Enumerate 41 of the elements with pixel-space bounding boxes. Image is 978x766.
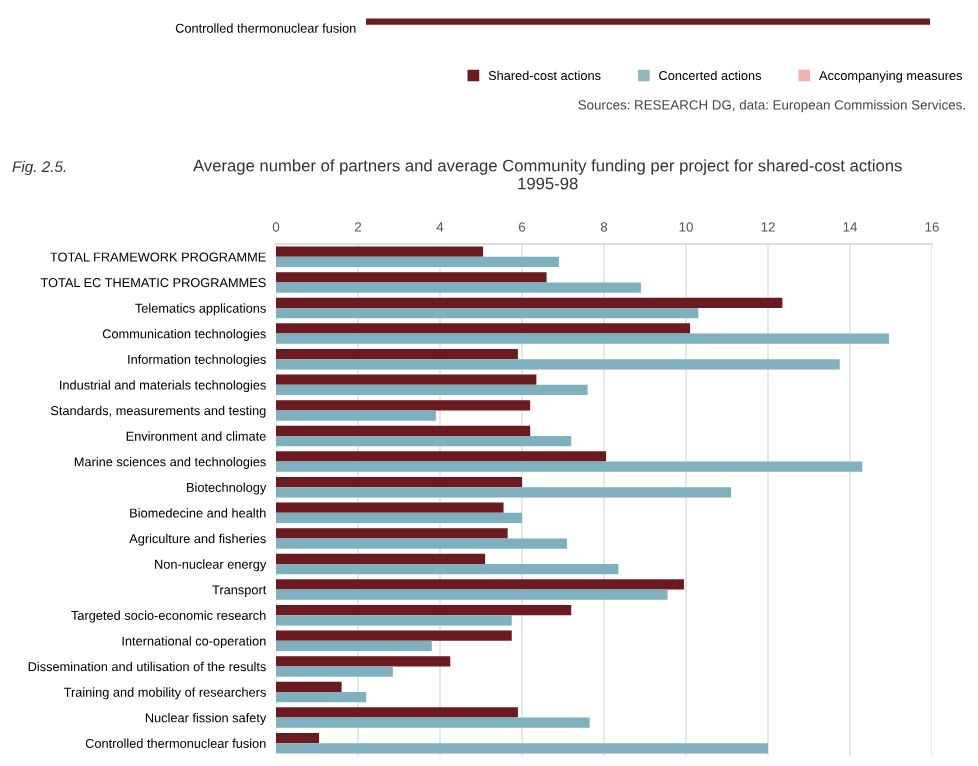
bar	[276, 553, 486, 564]
bar	[276, 461, 863, 472]
bar	[276, 564, 619, 575]
bar	[276, 732, 320, 744]
bar	[276, 333, 889, 344]
bar	[276, 681, 342, 692]
bar	[276, 743, 768, 754]
bar	[276, 451, 607, 462]
bar	[276, 656, 451, 667]
bar	[276, 246, 484, 257]
bar	[276, 308, 699, 319]
bar	[276, 692, 367, 703]
bar	[276, 256, 559, 268]
bar	[276, 666, 393, 677]
bar	[276, 323, 691, 334]
bar	[276, 425, 531, 436]
bar	[276, 359, 840, 370]
bar	[276, 589, 668, 600]
bar	[276, 348, 518, 360]
bar	[276, 579, 684, 590]
bar	[276, 436, 572, 447]
bar	[276, 374, 537, 385]
bar	[276, 640, 432, 652]
bar	[276, 410, 436, 421]
bar	[276, 538, 568, 549]
bar	[276, 512, 522, 524]
bar	[276, 707, 518, 718]
bar	[276, 615, 512, 626]
bar	[276, 502, 504, 513]
bar	[276, 604, 572, 616]
bar	[276, 400, 531, 411]
bar	[276, 717, 590, 728]
bar	[276, 297, 783, 308]
bar	[276, 487, 732, 498]
chart-title: Average number of partners and average Community funding per project for shared-cost actions 1995-98	[193, 159, 902, 190]
bar	[276, 528, 508, 539]
bar	[276, 476, 522, 488]
bar	[276, 384, 588, 396]
bar	[276, 272, 547, 283]
bar	[276, 630, 512, 641]
bar	[276, 282, 641, 293]
